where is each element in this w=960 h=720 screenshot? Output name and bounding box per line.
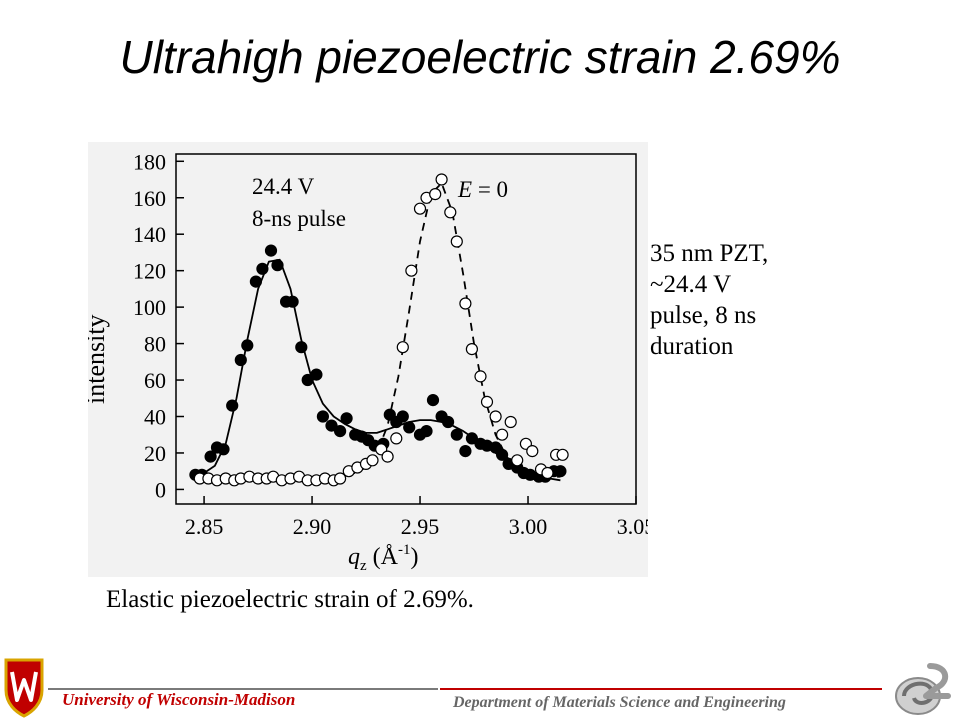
department-logo-icon	[895, 663, 951, 715]
series-1-point	[310, 368, 323, 381]
university-crest-icon	[4, 658, 44, 718]
y-tick-label: 140	[133, 222, 166, 247]
chart-marks	[189, 173, 569, 487]
plot-frame	[175, 153, 637, 505]
series-2-point	[366, 454, 379, 467]
x-tick-label: 3.05	[617, 514, 648, 539]
y-tick-label: 160	[133, 186, 166, 211]
annotation-pulse: 8-ns pulse	[252, 206, 346, 231]
series-1-point	[234, 353, 247, 367]
series-2-point	[526, 445, 539, 458]
series-1-point	[426, 394, 440, 407]
series-1-point	[241, 339, 254, 352]
series-1-point	[450, 428, 463, 441]
series-2-point	[465, 343, 478, 356]
series-1-point	[465, 432, 478, 445]
x-axis-label-unit: (Å	[367, 544, 399, 570]
side-note-line: ~24.4 V	[650, 271, 732, 298]
x-tick-label: 2.90	[293, 514, 332, 539]
series-1-point	[496, 448, 509, 461]
series-1-point	[340, 412, 353, 425]
annotation-field: E = 0	[457, 177, 508, 202]
x-axis-label-sub: z	[360, 558, 367, 574]
y-tick-label: 60	[144, 368, 166, 393]
series-1-point	[459, 445, 472, 458]
series-1-point	[301, 373, 314, 387]
y-tick-label: 120	[133, 259, 166, 284]
x-tick-label: 2.85	[185, 514, 224, 539]
footer-divider-right	[440, 688, 882, 690]
x-axis-label: qz (Å-1)	[348, 542, 419, 574]
series-1-point	[286, 295, 299, 308]
y-tick-label: 80	[144, 332, 166, 357]
figure-caption: Elastic piezoelectric strain of 2.69%.	[106, 586, 474, 613]
series-1-point	[226, 399, 239, 412]
slide-title: Ultrahigh piezoelectric strain 2.69%	[119, 31, 841, 83]
y-tick-label: 100	[133, 295, 166, 320]
x-axis-label-q: q	[348, 544, 360, 570]
series-2-point	[541, 466, 554, 480]
series-2-point	[489, 410, 502, 423]
x-tick-label: 2.95	[401, 514, 440, 539]
series-1-point	[295, 341, 308, 354]
series-2-point	[334, 472, 347, 485]
series-2-point	[496, 428, 509, 441]
side-note-line: duration	[650, 333, 734, 360]
series-2-point	[435, 173, 448, 186]
footer-divider-left	[48, 688, 438, 690]
series-2-point	[396, 341, 409, 354]
chart-axes: 0 20 40 60 80 100 120 140 160 180 2.85 2.90 2.95 3.00…	[133, 149, 648, 539]
series-1-point	[316, 410, 329, 423]
x-tick-label: 3.00	[509, 514, 548, 539]
series-1-point	[204, 450, 217, 463]
series-2-point	[480, 395, 494, 408]
series-2-point	[459, 297, 472, 310]
x-axis-label-sup: -1	[398, 542, 411, 558]
series-1-point	[325, 419, 338, 432]
series-2-point	[413, 202, 427, 215]
y-tick-label: 180	[133, 149, 166, 174]
side-note: 35 nm PZT, ~24.4 V pulse, 8 ns duration	[650, 238, 820, 362]
series-1-point	[554, 465, 567, 478]
side-note-line: pulse, 8 ns	[650, 302, 757, 329]
y-tick-label: 20	[144, 441, 166, 466]
footer-university: University of Wisconsin-Madison	[62, 690, 296, 709]
series-2-point	[450, 235, 463, 248]
series-1-point	[271, 259, 284, 272]
annotation-voltage: 24.4 V	[252, 174, 315, 199]
side-note-line: 35 nm PZT,	[650, 240, 769, 267]
y-tick-label: 0	[155, 477, 166, 502]
series-1-point	[264, 244, 278, 257]
annotation-field-rest: = 0	[472, 177, 508, 202]
series-1-point	[442, 415, 455, 429]
series-1-point	[249, 275, 262, 288]
annotation-field-var: E	[457, 177, 472, 202]
series-2-point	[381, 450, 394, 463]
series-2-point	[474, 370, 487, 383]
series-1-point	[420, 425, 433, 438]
footer-department: Department of Materials Science and Engi…	[453, 694, 786, 711]
series-1-point	[334, 425, 347, 438]
series-1-point	[396, 410, 409, 423]
series-2-point	[556, 448, 569, 461]
figure-panel: 0 20 40 60 80 100 120 140 160 180 2.85 2.90 2.95 3.00…	[88, 142, 648, 577]
series-2-point	[390, 432, 403, 445]
series-1-point	[256, 262, 269, 275]
series-2-point	[444, 206, 457, 219]
y-tick-label: 40	[144, 405, 166, 430]
series-2-point	[405, 264, 418, 277]
series-2-point	[504, 415, 517, 429]
series-1-point	[217, 443, 230, 456]
y-axis-label: intensity	[88, 314, 110, 404]
series-2-point	[511, 454, 524, 467]
series-1-point	[403, 421, 416, 434]
intensity-chart: 0 20 40 60 80 100 120 140 160 180 2.85 2.90 2.95 3.00…	[88, 149, 648, 574]
x-axis-label-close: )	[411, 544, 419, 570]
series-2-point	[429, 187, 442, 201]
